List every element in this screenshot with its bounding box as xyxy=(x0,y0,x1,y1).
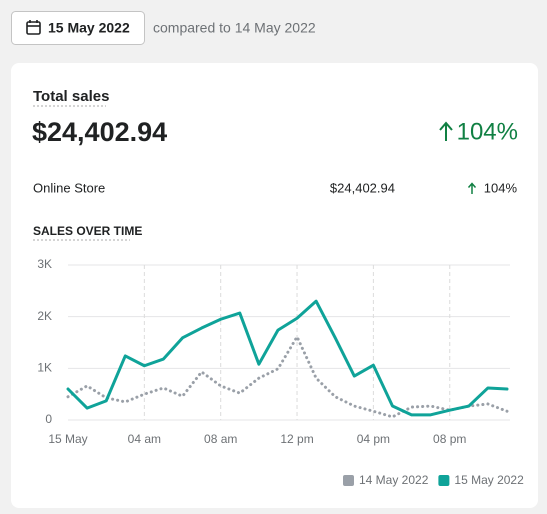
total-change: 104% xyxy=(457,118,518,145)
channel: Online Store xyxy=(33,180,105,195)
y-tick-label: 3K xyxy=(37,257,52,271)
x-tick-label: 04 pm xyxy=(357,432,390,446)
x-tick-label: 12 pm xyxy=(280,432,313,446)
x-tick-label: 08 pm xyxy=(433,432,466,446)
date-button[interactable] xyxy=(11,11,145,45)
comparison-label: compared to 14 May 2022 xyxy=(153,20,316,36)
y-tick-label: 1K xyxy=(37,361,52,375)
x-tick-label: 15 May xyxy=(48,432,87,446)
section-title: SALES OVER TIME xyxy=(33,224,142,238)
legend-label: 15 May 2022 xyxy=(454,473,524,487)
y-tick-label: 2K xyxy=(37,309,52,323)
series-line xyxy=(66,299,509,417)
card xyxy=(11,63,538,508)
legend-swatch xyxy=(343,475,354,486)
legend-swatch xyxy=(438,475,450,486)
total-sales: $24,402.94 xyxy=(32,117,167,147)
calendar-icon xyxy=(26,20,41,35)
channel-change: 104% xyxy=(484,180,518,195)
series-line xyxy=(66,335,509,419)
date-label: 15 May 2022 xyxy=(48,20,130,36)
x-tick-label: 08 am xyxy=(204,432,237,446)
channel-amount: $24,402.94 xyxy=(330,180,395,195)
y-tick-label: 0 xyxy=(45,412,52,426)
chart: 0 1K 2K 3K 15 May 04 am 08 am 12 pm 04 pm 08 pm 14… xyxy=(37,257,524,487)
card-title: Total sales xyxy=(33,88,109,105)
up-arrow xyxy=(467,182,477,194)
x-tick-label: 04 am xyxy=(128,432,161,446)
legend-label: 14 May 2022 xyxy=(359,473,429,487)
up-arrow xyxy=(439,121,453,141)
